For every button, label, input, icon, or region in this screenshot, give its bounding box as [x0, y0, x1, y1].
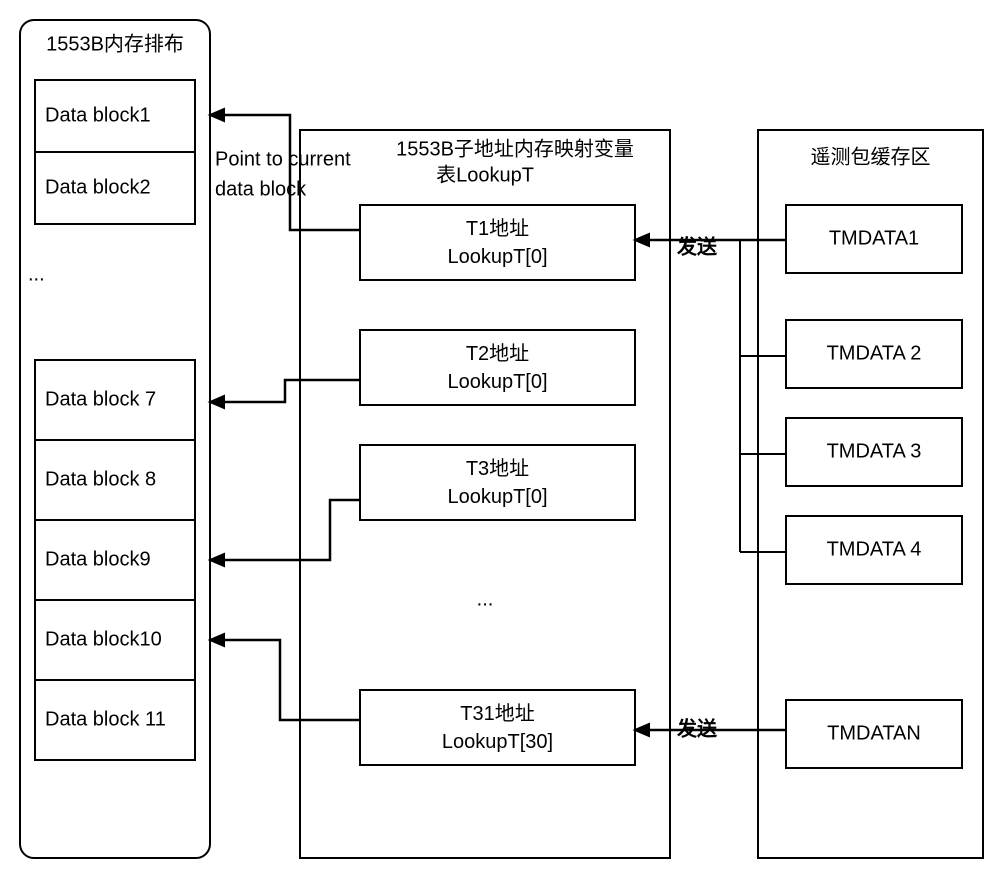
left-group2-cell-0: Data block 7	[45, 388, 156, 410]
mid-cell-2	[360, 445, 635, 520]
left-ellipsis-1: ...	[28, 263, 45, 285]
right-cell-3-label: TMDATA 4	[827, 538, 922, 560]
left-group2-cell-3: Data block10	[45, 628, 162, 650]
mid-cell-1-l2: LookupT[0]	[447, 371, 547, 393]
left-panel-title: 1553B内存排布	[46, 32, 184, 55]
send-label-1: 发送	[676, 716, 718, 740]
right-cell-0-label: TMDATA1	[829, 227, 919, 249]
mid-cell-2-l1: T3地址	[466, 457, 529, 480]
mid-cell-2-l2: LookupT[0]	[447, 486, 547, 508]
left-group1-cell-0: Data block1	[45, 104, 151, 126]
mid-cell-0	[360, 205, 635, 280]
left-group2-cell-2: Data block9	[45, 548, 151, 570]
mid-cell-3-l1: T31地址	[460, 702, 534, 725]
right-cell-4-label: TMDATAN	[827, 722, 921, 744]
mid-cell-0-l2: LookupT[0]	[447, 246, 547, 268]
right-panel-title: 遥测包缓存区	[811, 145, 931, 168]
mid-panel-title-2: 表LookupT	[436, 163, 534, 186]
right-cell-1-label: TMDATA 2	[827, 342, 922, 364]
mid-cell-3	[360, 690, 635, 765]
mid-panel-title-1: 1553B子地址内存映射变量	[396, 137, 634, 160]
right-cell-2-label: TMDATA 3	[827, 440, 922, 462]
mid-cell-0-l1: T1地址	[466, 217, 529, 240]
mid-cell-1	[360, 330, 635, 405]
left-group2-cell-4: Data block 11	[45, 708, 166, 730]
mid-cell-1-l1: T2地址	[466, 342, 529, 365]
mid-cell-3-l2: LookupT[30]	[442, 731, 553, 753]
annotation-line1: Point to current	[215, 148, 351, 170]
send-label-0: 发送	[676, 234, 718, 258]
left-group2-cell-1: Data block 8	[45, 468, 156, 490]
mid-ellipsis: ...	[477, 588, 494, 610]
annotation-line2: data block	[215, 178, 307, 200]
left-group1-cell-1: Data block2	[45, 176, 151, 198]
